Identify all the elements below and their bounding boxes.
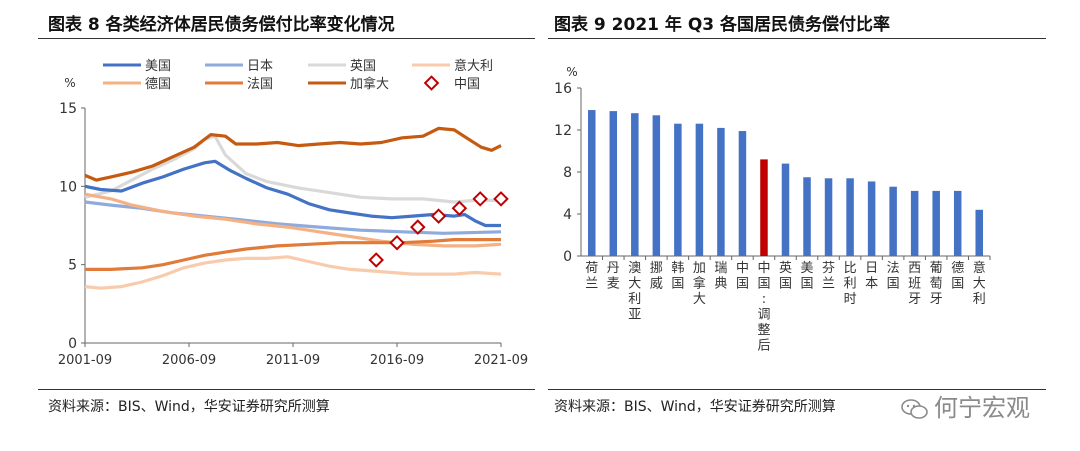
category-label: 加拿大 <box>693 261 706 307</box>
right-source-rule <box>548 389 1046 390</box>
category-label: 葡萄牙 <box>930 261 943 307</box>
legend-label: 英国 <box>350 59 376 74</box>
series-line-fr <box>85 238 501 271</box>
legend-label: 法国 <box>247 77 273 92</box>
bar <box>674 123 682 256</box>
series-line-ca <box>84 126 502 182</box>
series-line-uk <box>84 134 501 204</box>
bar <box>932 190 940 256</box>
legend-label: 日本 <box>247 59 273 74</box>
right-title-rule <box>548 38 1046 39</box>
category-label: 德国 <box>951 261 964 292</box>
category-label: 西班牙 <box>908 261 921 307</box>
legend-label: 加拿大 <box>350 76 389 92</box>
china-marker <box>430 208 447 224</box>
bar <box>588 110 596 256</box>
left-source-note: 资料来源：BIS、Wind，华安证券研究所测算 <box>48 399 330 415</box>
y-tick-label: 8 <box>563 165 572 181</box>
china-marker <box>410 219 426 235</box>
x-tick-label: 2011-09 <box>266 353 320 368</box>
bar <box>652 115 661 256</box>
bar-chart: 0 4 8 12 16% 荷兰丹麦澳大利亚挪威韩国加拿大瑞典中国中国:调整后英国美国芬兰比… <box>554 65 991 354</box>
y-axis-label: % <box>64 76 75 90</box>
y-tick-label: 5 <box>68 258 77 274</box>
y-tick-label: 12 <box>554 123 572 139</box>
bar <box>760 159 768 256</box>
series-line-us <box>84 159 501 228</box>
y-tick-label: 15 <box>59 101 77 117</box>
bar <box>631 113 639 256</box>
category-label: 丹麦 <box>607 261 620 292</box>
wechat-icon <box>901 399 928 419</box>
y-tick-label: 4 <box>563 207 572 223</box>
category-label: 比利时 <box>844 261 857 307</box>
bar <box>824 178 833 256</box>
x-tick-label: 2001-09 <box>58 353 112 368</box>
bar <box>695 123 704 256</box>
legend-swatch <box>423 75 440 91</box>
legend-label: 意大利 <box>454 58 493 74</box>
series-line-it <box>84 255 502 290</box>
category-label: 日本 <box>865 261 878 292</box>
category-label: 中国 <box>736 261 749 292</box>
category-label: 芬兰 <box>822 261 835 292</box>
bar <box>803 177 811 256</box>
bar <box>609 111 618 256</box>
bar <box>738 131 747 256</box>
legend-label: 德国 <box>145 77 171 92</box>
category-label: 美国 <box>801 261 814 292</box>
category-label: 瑞典 <box>714 261 727 292</box>
china-marker <box>493 191 509 207</box>
left-chart-title: 图表 8 各类经济体居民债务偿付比率变化情况 <box>48 15 395 35</box>
bar <box>889 186 897 256</box>
left-source-rule <box>38 389 535 390</box>
y-tick-label: 0 <box>563 249 572 265</box>
legend-label: 美国 <box>145 59 171 74</box>
china-marker <box>451 200 468 217</box>
y-axis-label: % <box>566 65 577 79</box>
bar <box>953 190 962 256</box>
y-tick-label: 0 <box>68 336 77 352</box>
bar <box>910 190 919 256</box>
category-label: 韩国 <box>671 261 684 292</box>
right-chart-title: 图表 9 2021 年 Q3 各国居民债务偿付比率 <box>554 15 891 35</box>
x-tick-label: 2016-09 <box>370 353 424 368</box>
y-tick-label: 10 <box>59 179 77 195</box>
watermark: 何宁宏观 <box>900 388 1030 423</box>
bar <box>717 127 725 257</box>
y-tick-label: 16 <box>554 81 572 97</box>
china-marker <box>368 252 384 268</box>
china-marker <box>472 191 488 207</box>
bar <box>781 163 790 256</box>
right-source-note: 资料来源：BIS、Wind，华安证券研究所测算 <box>554 399 836 415</box>
category-label: 中国:调整后 <box>757 261 770 354</box>
series-line-de <box>84 192 502 248</box>
bar <box>975 209 983 256</box>
china-marker <box>389 234 405 251</box>
category-label: 意大利 <box>973 260 986 307</box>
x-tick-label: 2006-09 <box>162 353 216 368</box>
category-label: 挪威 <box>650 261 663 292</box>
watermark-text: 何宁宏观 <box>934 394 1030 422</box>
x-tick-label: 2021-09 <box>474 353 528 368</box>
bar <box>867 181 876 256</box>
bar <box>846 178 854 256</box>
category-label: 法国 <box>887 261 900 292</box>
category-label: 澳大利亚 <box>628 260 641 323</box>
left-title-rule <box>38 38 535 39</box>
legend-label: 中国 <box>454 77 480 92</box>
category-label: 荷兰 <box>585 261 598 292</box>
category-label: 英国 <box>779 261 792 292</box>
